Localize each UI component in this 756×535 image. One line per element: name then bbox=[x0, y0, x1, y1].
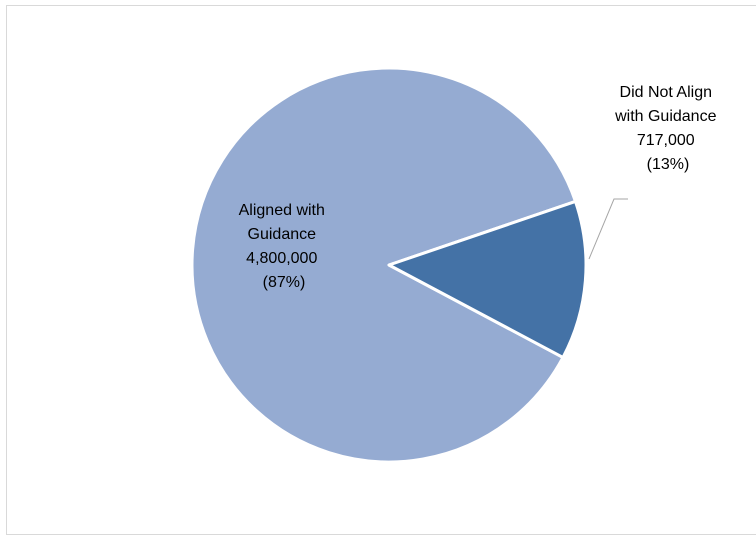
slice-label-not-aligned: Did Not Align with Guidance 717,000 (13%… bbox=[614, 84, 721, 173]
pie-chart: Aligned with Guidance 4,800,000 (87%) Di… bbox=[190, 66, 721, 464]
slice-label-aligned-value: 4,800,000 bbox=[246, 250, 317, 267]
slice-label-aligned-line1: Aligned with bbox=[239, 202, 325, 219]
slices-layer bbox=[190, 66, 588, 464]
slice-label-not-aligned-value: 717,000 bbox=[637, 132, 695, 149]
leader-line-not-aligned bbox=[588, 198, 628, 260]
slice-label-aligned-line2: Guidance bbox=[248, 226, 317, 243]
slice-label-not-aligned-line1: Did Not Align bbox=[620, 84, 713, 101]
slice-label-aligned-percent: (87%) bbox=[263, 274, 306, 291]
leader-layer bbox=[588, 198, 628, 260]
labels-layer: Aligned with Guidance 4,800,000 (87%) Di… bbox=[239, 84, 721, 291]
slice-label-aligned: Aligned with Guidance 4,800,000 (87%) bbox=[239, 202, 330, 291]
pie-slice-not-aligned bbox=[387, 199, 588, 359]
pie-slice-aligned bbox=[190, 66, 577, 464]
slice-label-not-aligned-line2: with Guidance bbox=[614, 108, 716, 125]
slice-label-not-aligned-percent: (13%) bbox=[647, 156, 690, 173]
